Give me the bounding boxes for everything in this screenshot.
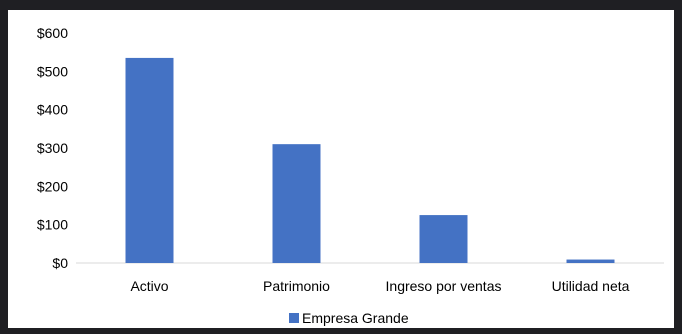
bar [272,144,321,263]
x-tick-label: Patrimonio [263,278,330,294]
bar [566,259,615,263]
bar [125,57,174,263]
x-tick-label: Activo [130,278,168,294]
legend-swatch [289,313,299,323]
bars [125,57,615,263]
y-axis-ticks: $0 $100 $200 $300 $400 $500 $600 [37,25,68,271]
y-tick-label: $200 [37,178,68,194]
y-tick-label: $600 [37,25,68,41]
legend: Empresa Grande [289,310,409,326]
bar [419,215,468,263]
y-tick-label: $300 [37,140,68,156]
x-tick-label: Ingreso por ventas [386,278,502,294]
y-tick-label: $0 [52,255,68,271]
bar-chart: $0 $100 $200 $300 $400 $500 $600 Activo Patrimo… [37,25,664,326]
x-axis-categories: Activo Patrimonio Ingreso por ventas Utilid… [130,278,629,294]
chart-frame: $0 $100 $200 $300 $400 $500 $600 Activo Patrimo… [8,10,674,328]
y-tick-label: $100 [37,217,68,233]
y-tick-label: $400 [37,102,68,118]
x-tick-label: Utilidad neta [552,278,630,294]
legend-label: Empresa Grande [302,310,409,326]
y-tick-label: $500 [37,63,68,79]
